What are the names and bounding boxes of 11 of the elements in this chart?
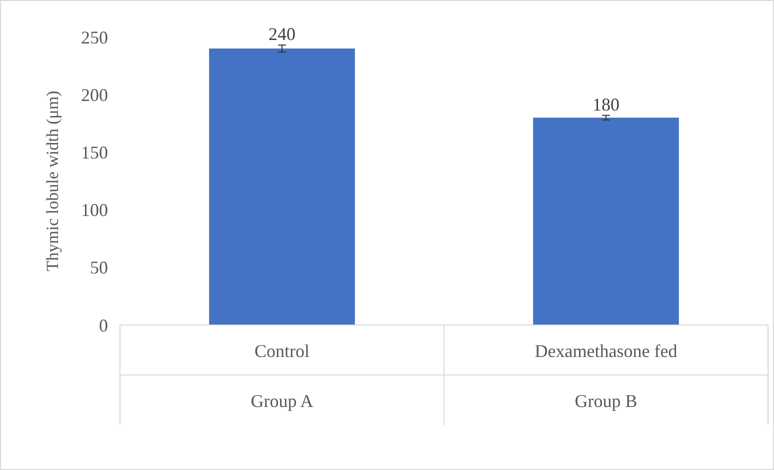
y-tick-label: 250 [81, 27, 108, 48]
y-tick-label: 100 [81, 200, 108, 220]
data-label: 180 [592, 94, 620, 114]
y-tick-label: 150 [81, 142, 108, 162]
y-tick-label: 200 [81, 84, 108, 105]
category-label: Control Group A [250, 341, 314, 411]
data-label: 240 [268, 24, 296, 44]
y-tick-label: 0 [99, 315, 108, 336]
category-label: Dexamethasone fed Group B [534, 341, 678, 411]
y-axis-title: Thymic lobule width (μm) [43, 90, 62, 272]
y-tick-label: 50 [90, 258, 108, 278]
